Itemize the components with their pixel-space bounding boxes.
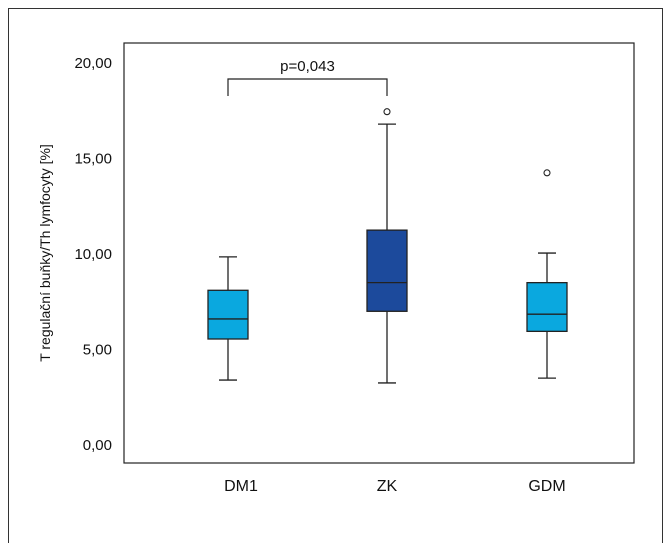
bracket-line — [227, 78, 388, 96]
box-gdm — [526, 169, 568, 379]
y-axis-ticks: 0,00 5,00 10,00 15,00 20,00 — [74, 55, 112, 454]
figure-frame — [8, 8, 663, 543]
outlier-point — [543, 169, 551, 177]
plot-area — [123, 42, 635, 464]
box-zk — [366, 108, 408, 384]
y-tick-label: 5,00 — [83, 342, 112, 359]
y-tick-label: 0,00 — [83, 437, 112, 454]
boxes — [207, 108, 568, 384]
outlier-point — [383, 108, 391, 116]
y-axis-label: T regulační buňky/Th lymfocyty [%] — [37, 144, 53, 362]
y-tick-label: 15,00 — [74, 151, 112, 168]
x-category-label: GDM — [528, 478, 565, 495]
x-category-label: ZK — [377, 478, 398, 495]
iqr-box — [526, 281, 568, 333]
x-category-label: DM1 — [224, 478, 258, 495]
y-tick-label: 20,00 — [74, 55, 112, 72]
x-axis-categories: DM1 ZK GDM — [224, 478, 566, 495]
p-value-label: p=0,043 — [280, 58, 335, 75]
iqr-box — [207, 289, 249, 340]
significance-bracket: p=0,043 — [227, 58, 388, 96]
y-tick-label: 10,00 — [74, 246, 112, 263]
box-dm1 — [207, 256, 249, 381]
iqr-box — [366, 229, 408, 312]
